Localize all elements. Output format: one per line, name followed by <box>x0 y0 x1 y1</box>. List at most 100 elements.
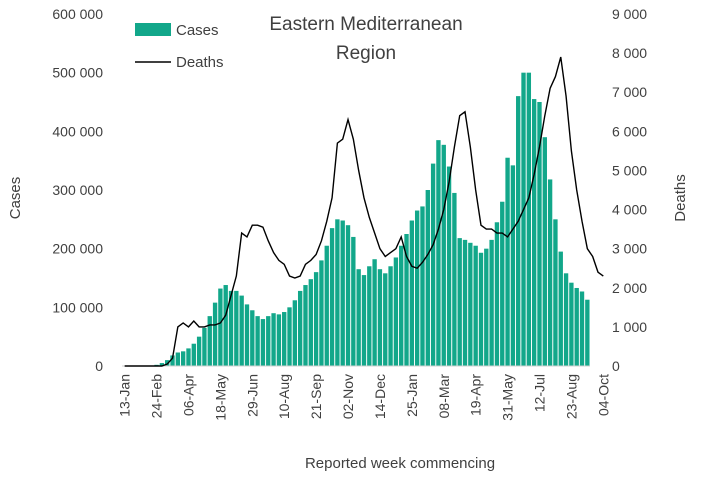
cases-bars <box>154 72 590 367</box>
x-tick-label: 29-Jun <box>244 374 260 417</box>
y-axis-left-title: Cases <box>7 177 24 220</box>
cases-bar <box>478 252 484 366</box>
y-left-tick-label: 500 000 <box>52 65 103 81</box>
cases-bar <box>239 295 244 366</box>
cases-bar <box>441 144 446 366</box>
cases-bar <box>420 206 425 366</box>
y-right-tick-label: 1 000 <box>612 319 647 335</box>
cases-bar <box>329 228 335 366</box>
x-tick-label: 12-Jul <box>531 374 547 412</box>
x-tick-label: 02-Nov <box>340 374 356 419</box>
cases-bar <box>287 307 292 366</box>
cases-bar <box>579 291 585 366</box>
x-axis-ticks: 13-Jan 24-Feb 06-Apr 18-May 29-Jun 10-Aug 21-S… <box>117 374 612 421</box>
cases-bar <box>537 102 542 366</box>
cases-bar <box>452 192 457 366</box>
cases-bar <box>340 220 345 366</box>
cases-bar <box>228 290 234 366</box>
cases-bar <box>276 314 282 366</box>
cases-bar <box>388 266 393 366</box>
y-right-tick-label: 2 000 <box>612 280 647 296</box>
y-axis-left-ticks: 0 100 000 200 000 300 000 400 000 500 000 600 … <box>52 6 103 374</box>
cases-bar <box>282 312 287 366</box>
cases-bar <box>393 257 399 366</box>
cases-bar <box>409 220 415 366</box>
legend-swatch-cases <box>135 23 171 36</box>
cases-bar <box>175 352 181 366</box>
cases-bar <box>457 238 462 366</box>
cases-bar <box>489 239 494 366</box>
x-tick-label: 19-Apr <box>468 374 484 416</box>
cases-bar <box>335 219 340 366</box>
x-tick-label: 31-May <box>500 374 516 421</box>
cases-bar <box>516 96 521 366</box>
cases-bar <box>372 259 377 366</box>
cases-bar <box>563 273 569 366</box>
y-right-tick-label: 9 000 <box>612 6 647 22</box>
cases-bar <box>345 225 351 366</box>
cases-bar <box>260 319 266 366</box>
legend: Cases Deaths <box>135 22 224 71</box>
cases-bar <box>505 157 510 366</box>
cases-bar <box>383 273 388 366</box>
cases-bar <box>446 166 452 366</box>
y-right-tick-label: 5 000 <box>612 162 647 178</box>
cases-bar <box>399 245 404 366</box>
y-right-tick-label: 4 000 <box>612 202 647 218</box>
cases-bar <box>308 279 313 366</box>
cases-bar <box>234 290 239 366</box>
x-tick-label: 06-Apr <box>180 374 196 416</box>
cases-bar <box>180 351 186 366</box>
cases-bar <box>319 260 324 366</box>
x-tick-label: 04-Oct <box>595 374 611 416</box>
cases-bar <box>191 343 196 366</box>
cases-bar <box>367 266 372 366</box>
cases-bar <box>462 239 468 366</box>
cases-bar <box>212 302 218 366</box>
x-tick-label: 23-Aug <box>563 374 579 419</box>
cases-bar <box>218 288 223 366</box>
legend-label-cases: Cases <box>176 22 219 39</box>
y-axis-right-ticks: 0 1 000 2 000 3 000 4 000 5 000 6 000 7 000 8 00… <box>612 6 647 374</box>
cases-bar <box>324 245 329 366</box>
y-right-tick-label: 6 000 <box>612 123 647 139</box>
y-right-tick-label: 7 000 <box>612 84 647 100</box>
cases-bar <box>531 99 537 366</box>
y-right-tick-label: 3 000 <box>612 241 647 257</box>
cases-bar <box>351 236 356 366</box>
chart-title-line-1: Eastern Mediterranean <box>269 14 462 35</box>
x-tick-label: 08-Mar <box>436 374 452 419</box>
cases-bar <box>223 285 228 366</box>
y-right-tick-label: 0 <box>612 358 620 374</box>
cases-bar <box>170 355 175 366</box>
cases-bar <box>585 299 590 366</box>
cases-bar <box>569 282 574 366</box>
x-tick-label: 21-Sep <box>308 374 324 419</box>
cases-bar <box>207 316 212 366</box>
cases-bar <box>430 163 436 366</box>
x-tick-label: 13-Jan <box>117 374 133 417</box>
cases-bar <box>553 219 558 366</box>
cases-bar <box>159 363 165 366</box>
cases-bar <box>468 242 473 366</box>
x-tick-label: 10-Aug <box>276 374 292 419</box>
cases-bar <box>500 201 505 366</box>
cases-bar <box>313 272 319 366</box>
cases-bar <box>356 269 361 366</box>
cases-bar <box>558 251 563 366</box>
deaths-series-line <box>124 56 604 367</box>
cases-bar <box>303 285 308 366</box>
cases-bar <box>574 287 579 366</box>
x-tick-label: 24-Feb <box>149 374 165 419</box>
cases-bar <box>521 72 526 367</box>
cases-bar <box>473 245 478 366</box>
cases-bar <box>271 313 276 366</box>
y-left-tick-label: 600 000 <box>52 6 103 22</box>
y-left-tick-label: 100 000 <box>52 299 103 315</box>
cases-bar <box>255 316 260 366</box>
cases-bar <box>526 72 532 367</box>
cases-bar <box>377 269 383 366</box>
x-axis-title: Reported week commencing <box>305 455 495 472</box>
cases-bar <box>202 327 207 366</box>
